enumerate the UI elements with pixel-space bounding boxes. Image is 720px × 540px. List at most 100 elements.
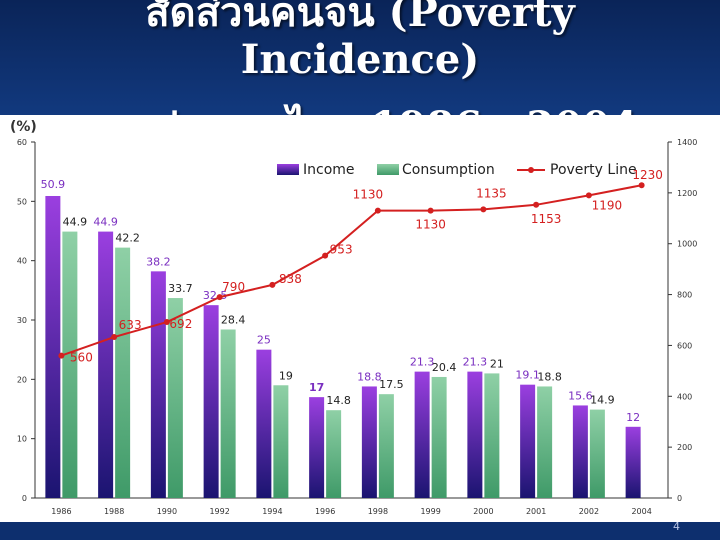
data-label-income: 15.6 — [568, 389, 593, 402]
y2-tick-label: 1400 — [677, 138, 697, 147]
x-tick-label: 1988 — [104, 507, 124, 516]
bar-consumption — [326, 410, 342, 498]
x-tick-label: 2002 — [579, 507, 599, 516]
chart-panel: 0 10 20 30 40 50 60 0 200 400 600 800 1000 1200 1400 (%… — [0, 115, 720, 522]
data-label-poverty: 1153 — [531, 212, 562, 226]
data-label-income: 12 — [626, 411, 640, 424]
point-poverty — [638, 182, 645, 189]
y2-tick-label: 400 — [677, 392, 692, 401]
y-axis-label: (%) — [10, 119, 37, 135]
page-number: 4 — [673, 520, 680, 533]
x-tick-label: 2000 — [473, 507, 493, 516]
y-tick-label: 10 — [17, 435, 27, 444]
data-label-income: 50.9 — [41, 178, 66, 191]
data-label-consumption: 14.9 — [590, 394, 615, 407]
x-tick-label: 2004 — [631, 507, 651, 516]
y-tick-label: 30 — [17, 316, 27, 325]
data-label-consumption: 20.4 — [432, 361, 457, 374]
data-label-poverty: 790 — [222, 280, 245, 294]
data-label-consumption: 19 — [279, 369, 293, 382]
data-label-poverty: 953 — [330, 243, 353, 257]
data-label-poverty: 1130 — [353, 188, 384, 202]
point-poverty — [585, 192, 592, 199]
data-label-consumption: 44.9 — [63, 216, 88, 229]
data-label-consumption: 33.7 — [168, 282, 193, 295]
x-tick-label: 1996 — [315, 507, 335, 516]
bar-income — [520, 384, 536, 498]
y2-tick-label: 0 — [677, 494, 682, 503]
footer-bar: 4 — [0, 520, 720, 540]
point-poverty — [111, 334, 118, 341]
y-tick-label: 20 — [17, 375, 27, 384]
y-tick-label: 0 — [22, 494, 27, 503]
data-label-poverty: 692 — [169, 317, 192, 331]
data-label-income: 19.1 — [515, 369, 540, 382]
data-label-income: 38.2 — [146, 255, 171, 268]
x-tick-label: 1990 — [157, 507, 177, 516]
legend-marker-poverty — [528, 167, 534, 173]
bar-consumption — [62, 231, 78, 498]
x-tick-label: 2001 — [526, 507, 546, 516]
bar-consumption — [537, 386, 553, 498]
x-tick-label: 1998 — [368, 507, 388, 516]
data-label-consumption: 18.8 — [537, 370, 562, 383]
poverty-chart: 01020304050600200400600800100012001400(%… — [10, 119, 697, 516]
x-tick-label: 1994 — [262, 507, 282, 516]
y2-tick-label: 600 — [677, 341, 692, 350]
bar-income — [150, 271, 166, 498]
slide-title-line-2: Incidence) — [240, 36, 480, 83]
bar-consumption — [167, 298, 183, 498]
data-label-poverty: 560 — [70, 351, 93, 365]
bar-income — [467, 371, 483, 498]
legend-label-consumption: Consumption — [402, 162, 495, 178]
bar-consumption — [431, 376, 447, 498]
data-label-consumption: 21 — [490, 357, 504, 370]
bar-income — [625, 426, 641, 498]
slide-title-line-1: สัดส่วนคนจน (Poverty — [145, 0, 575, 36]
bar-income — [572, 405, 588, 498]
legend-swatch-consumption — [377, 164, 399, 175]
bar-income — [309, 397, 325, 498]
x-tick-label: 1999 — [420, 507, 440, 516]
legend-label-income: Income — [303, 162, 355, 178]
bar-income — [203, 305, 219, 498]
legend-label-poverty: Poverty Line — [550, 162, 637, 178]
data-label-poverty: 1130 — [415, 218, 446, 232]
data-label-income: 25 — [257, 334, 271, 347]
bar-consumption — [220, 329, 236, 498]
data-label-income: 17 — [309, 381, 324, 394]
bar-income — [98, 231, 114, 498]
point-poverty — [163, 319, 170, 326]
data-label-consumption: 28.4 — [221, 313, 246, 326]
data-label-poverty: 1135 — [476, 186, 507, 200]
y-tick-label: 50 — [17, 197, 27, 206]
y-tick-label: 40 — [17, 257, 27, 266]
y2-tick-label: 800 — [677, 291, 692, 300]
data-label-poverty: 838 — [279, 272, 302, 286]
point-poverty — [58, 352, 65, 359]
x-tick-label: 1986 — [51, 507, 71, 516]
x-tick-label: 1992 — [209, 507, 229, 516]
bar-income — [45, 195, 61, 498]
data-label-consumption: 42.2 — [115, 232, 140, 245]
data-label-poverty: 1190 — [592, 198, 623, 212]
point-poverty — [216, 294, 223, 301]
bar-consumption — [273, 385, 289, 498]
bar-consumption — [484, 373, 500, 498]
slide-header: สัดส่วนคนจน (Poverty Incidence) ของประเท… — [0, 0, 720, 120]
y-tick-label: 60 — [17, 138, 27, 147]
bar-income — [361, 386, 377, 498]
data-label-income: 44.9 — [93, 216, 118, 229]
point-poverty — [427, 207, 434, 214]
y2-tick-label: 200 — [677, 443, 692, 452]
point-poverty — [533, 201, 540, 208]
bar-consumption — [115, 247, 131, 498]
bar-income — [414, 371, 430, 498]
point-poverty — [322, 252, 329, 259]
y2-tick-label: 1000 — [677, 240, 697, 249]
data-label-income: 21.3 — [463, 356, 488, 369]
point-poverty — [374, 207, 381, 214]
data-label-consumption: 17.5 — [379, 378, 404, 391]
y2-tick-label: 1200 — [677, 189, 697, 198]
bar-consumption — [378, 394, 394, 498]
